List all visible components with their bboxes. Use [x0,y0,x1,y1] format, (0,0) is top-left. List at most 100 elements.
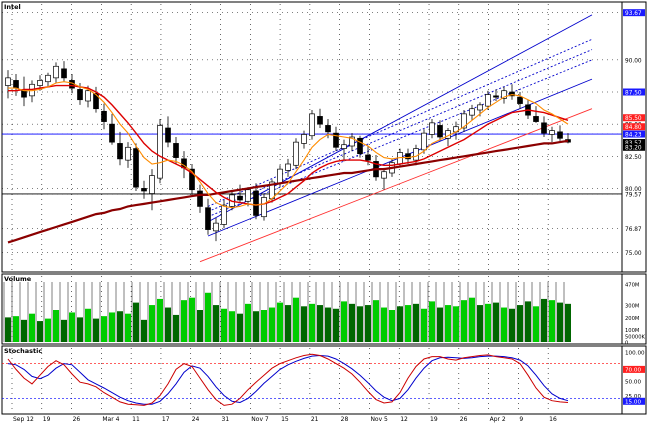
candle-body [509,91,515,97]
price-tag-box [623,88,645,96]
stoch-d-line [7,354,569,405]
price-tag-label: 85.50 [625,116,642,122]
price-panel [2,14,622,263]
volume-bar [53,310,59,342]
candle-body [245,189,251,202]
price-tag-box [623,143,645,151]
volume-bar [493,302,499,342]
price-tag-label: 87.50 [625,90,642,96]
price-tag-box [623,9,645,17]
candle-body [85,90,91,102]
price-tag-label: 93.67 [625,11,642,17]
price-tag-label: 84.23 [625,132,642,138]
volume-bar [189,297,195,342]
volume-bar [125,313,131,342]
candle-body [133,148,139,188]
x-tick-label: 19 [43,416,51,423]
price-tag-box [623,114,645,122]
volume-bar [101,316,107,342]
candle-body [253,190,259,216]
candle-body [221,204,227,225]
volume-bar [237,313,243,342]
volume-bar [69,312,75,342]
candle-body [205,207,211,230]
volume-bar [213,305,219,342]
channel-line [199,108,593,263]
volume-y-tick-label: 0 [625,341,628,347]
candle-body [357,137,363,155]
candle-body [157,125,163,179]
volume-bar [477,305,483,342]
volume-bar [165,307,171,342]
candle-body [405,153,411,160]
volume-bar [253,311,259,342]
candle-body [477,104,483,111]
candle-body [149,175,155,194]
price-tag-box [623,139,645,147]
volume-bar [141,319,147,342]
candle-body [501,90,507,99]
volume-bar [333,308,339,342]
candle-body [309,113,315,137]
candle-body [469,108,475,116]
x-tick-label: 15 [281,416,289,423]
candle-body [437,125,443,138]
volume-bar [381,307,387,342]
volume-bar [221,308,227,342]
candle-body [13,80,19,89]
volume-bar [21,319,27,342]
stoch-y-tick-label: 50.00 [625,379,641,385]
x-tick-label: Mar 4 [102,416,119,423]
volume-bar [157,298,163,342]
price-tag-label: 84.80 [625,125,642,131]
price-y-tick-label: 75.00 [625,251,642,257]
volume-bar [261,310,267,342]
volume-bar [85,308,91,342]
volume-panel [3,282,571,342]
candle-body [237,195,243,201]
stoch-y-tick-label: 70.00 [625,368,641,374]
candle-body [485,94,491,107]
volume-bar [29,313,35,342]
candle-body [45,74,51,83]
candle-body [381,171,387,179]
candle-body [77,89,83,101]
x-tick-label: 21 [311,416,319,423]
x-tick-label: 12 [400,416,408,423]
x-tick-label: 26 [73,416,81,423]
volume-bar [469,297,475,342]
ma-mid-line [8,84,569,206]
stoch-tag-box [623,397,645,405]
volume-bar [309,303,315,342]
volume-y-tick-label: 200M [625,316,639,322]
candle-body [37,80,43,86]
candle-body [533,116,539,122]
volume-bar [341,301,347,342]
volume-y-tick-label: 470M [625,283,639,289]
x-tick-label: 19 [430,416,438,423]
panel-stochastic-frame [1,345,623,415]
volume-bar [549,300,555,342]
candle-body [341,144,347,149]
volume-bar [133,302,139,342]
x-tick-label: 11 [132,416,140,423]
x-tick-label: 17 [162,416,170,423]
volume-bar [205,292,211,342]
volume-bar [149,305,155,342]
volume-bar [525,301,531,342]
volume-bar [565,303,571,342]
price-y-tick-label: 90.00 [625,58,642,64]
volume-bar [13,316,19,342]
volume-bar [269,307,275,342]
volume-bar [557,302,563,342]
volume-bar [437,307,443,342]
candle-body [197,190,203,207]
volume-bar [197,310,203,342]
candle-body [125,146,131,161]
volume-y-tick-label: 100M [625,328,639,334]
axis-labels: 93.6790.0087.5085.0084.2382.5080.0079.57… [13,9,646,423]
panel-stochastic-title: Stochastic [4,347,42,355]
x-tick-label: Nov 7 [251,416,269,423]
volume-bar [277,302,283,342]
